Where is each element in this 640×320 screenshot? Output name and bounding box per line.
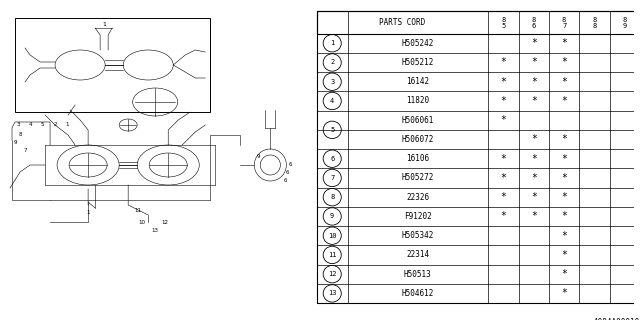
Text: 2: 2 <box>330 60 334 66</box>
Text: 1: 1 <box>102 21 106 27</box>
Text: 9: 9 <box>257 155 260 159</box>
Text: H505242: H505242 <box>402 39 434 48</box>
Text: 7: 7 <box>562 23 566 29</box>
Text: 11: 11 <box>328 252 337 258</box>
Text: A084A00010: A084A00010 <box>594 318 640 320</box>
Bar <box>15 18 211 112</box>
Text: 5: 5 <box>40 122 44 126</box>
Text: 16106: 16106 <box>406 154 429 163</box>
Text: *: * <box>531 192 537 202</box>
Bar <box>317 11 640 34</box>
Text: 10: 10 <box>139 220 146 226</box>
Text: 4: 4 <box>330 98 334 104</box>
Text: 9: 9 <box>330 213 334 220</box>
Text: 6: 6 <box>330 156 334 162</box>
Text: 8: 8 <box>501 17 506 23</box>
Text: *: * <box>561 173 567 183</box>
Text: *: * <box>500 58 506 68</box>
Text: *: * <box>561 58 567 68</box>
Text: 4: 4 <box>28 122 32 126</box>
Text: *: * <box>561 231 567 241</box>
Text: H506072: H506072 <box>402 135 434 144</box>
Text: H505342: H505342 <box>402 231 434 240</box>
Text: 1: 1 <box>65 122 69 126</box>
Text: 8: 8 <box>593 17 596 23</box>
Text: 6: 6 <box>285 170 289 174</box>
Text: 8: 8 <box>593 23 596 29</box>
Text: *: * <box>500 96 506 106</box>
Text: 9: 9 <box>13 140 17 145</box>
Text: 12: 12 <box>328 271 337 277</box>
Text: 1: 1 <box>86 211 90 215</box>
Text: PARTS CORD: PARTS CORD <box>380 18 426 27</box>
Text: *: * <box>531 212 537 221</box>
Text: *: * <box>561 250 567 260</box>
Text: 11: 11 <box>134 207 141 212</box>
Text: 7: 7 <box>23 148 27 153</box>
Text: 8: 8 <box>623 17 627 23</box>
Text: 10: 10 <box>328 233 337 239</box>
Text: *: * <box>500 192 506 202</box>
Text: 8: 8 <box>19 132 22 137</box>
Text: *: * <box>561 269 567 279</box>
Text: 16142: 16142 <box>406 77 429 86</box>
Text: 6: 6 <box>284 178 287 182</box>
Text: 7: 7 <box>330 175 334 181</box>
Text: 6: 6 <box>532 23 536 29</box>
Text: *: * <box>500 77 506 87</box>
Text: *: * <box>531 173 537 183</box>
Text: 5: 5 <box>330 127 334 133</box>
Text: 9: 9 <box>623 23 627 29</box>
Text: 22314: 22314 <box>406 251 429 260</box>
Text: 3: 3 <box>330 79 334 85</box>
Text: 6: 6 <box>289 163 292 167</box>
Text: H504612: H504612 <box>402 289 434 298</box>
Text: 13: 13 <box>152 228 159 233</box>
Text: *: * <box>561 38 567 48</box>
Text: H505272: H505272 <box>402 173 434 182</box>
Text: 5: 5 <box>501 23 506 29</box>
Text: 2: 2 <box>53 122 57 126</box>
Text: 22326: 22326 <box>406 193 429 202</box>
Text: *: * <box>500 115 506 125</box>
Text: *: * <box>531 38 537 48</box>
Text: 1: 1 <box>330 40 334 46</box>
Text: *: * <box>531 58 537 68</box>
Text: H50513: H50513 <box>404 270 432 279</box>
Text: 12: 12 <box>162 220 169 226</box>
Text: *: * <box>561 134 567 144</box>
Text: *: * <box>561 154 567 164</box>
Text: 13: 13 <box>328 291 337 296</box>
Text: *: * <box>531 154 537 164</box>
Text: 8: 8 <box>532 17 536 23</box>
Text: 11820: 11820 <box>406 96 429 106</box>
Text: 3: 3 <box>16 122 20 126</box>
Text: *: * <box>561 192 567 202</box>
Text: *: * <box>561 77 567 87</box>
Text: *: * <box>561 288 567 299</box>
Text: 8: 8 <box>330 194 334 200</box>
Text: *: * <box>531 96 537 106</box>
Text: H506061: H506061 <box>402 116 434 125</box>
Text: 8: 8 <box>562 17 566 23</box>
Text: *: * <box>561 96 567 106</box>
Text: H505212: H505212 <box>402 58 434 67</box>
Text: *: * <box>531 134 537 144</box>
Text: *: * <box>500 154 506 164</box>
Text: *: * <box>531 77 537 87</box>
Text: *: * <box>500 173 506 183</box>
Text: *: * <box>500 212 506 221</box>
Text: F91202: F91202 <box>404 212 432 221</box>
Text: *: * <box>561 212 567 221</box>
